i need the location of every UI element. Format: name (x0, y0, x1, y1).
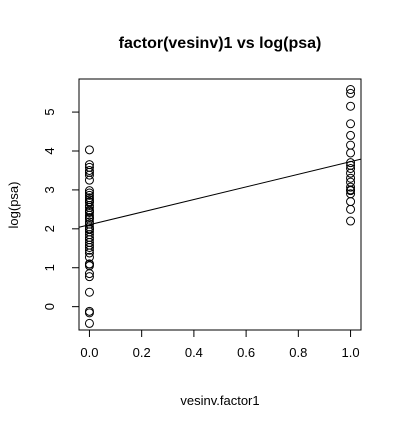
data-point (85, 319, 93, 327)
data-points (85, 86, 354, 328)
y-tick-label: 1 (42, 264, 57, 271)
data-point (347, 102, 355, 110)
x-tick-label: 0.8 (289, 345, 307, 360)
y-tick-label: 2 (42, 225, 57, 232)
data-point (347, 131, 355, 139)
x-axis-label: vesinv.factor1 (180, 393, 259, 408)
y-tick-label: 4 (42, 147, 57, 154)
data-point (347, 149, 355, 157)
y-axis: 0 1 2 3 4 5 (42, 108, 79, 310)
y-tick-label: 3 (42, 186, 57, 193)
y-tick-label: 5 (42, 108, 57, 115)
x-tick-label: 0.6 (237, 345, 255, 360)
x-tick-label: 0.2 (133, 345, 151, 360)
data-point (347, 205, 355, 213)
fit-line (79, 159, 361, 227)
x-axis: 0.0 0.2 0.4 0.6 0.8 1.0 (80, 330, 359, 360)
x-tick-label: 0.0 (80, 345, 98, 360)
data-point (347, 198, 355, 206)
x-tick-label: 0.4 (185, 345, 203, 360)
data-point (347, 217, 355, 225)
chart-title: factor(vesinv)1 vs log(psa) (119, 35, 322, 52)
x-tick-label: 1.0 (342, 345, 360, 360)
fit-line-group (79, 159, 361, 227)
y-axis-label: log(psa) (6, 182, 21, 229)
data-point (347, 120, 355, 128)
data-point (85, 288, 93, 296)
plot-frame (79, 79, 361, 330)
data-point (347, 169, 355, 177)
data-point (85, 146, 93, 154)
y-tick-label: 0 (42, 303, 57, 310)
data-point (347, 141, 355, 149)
